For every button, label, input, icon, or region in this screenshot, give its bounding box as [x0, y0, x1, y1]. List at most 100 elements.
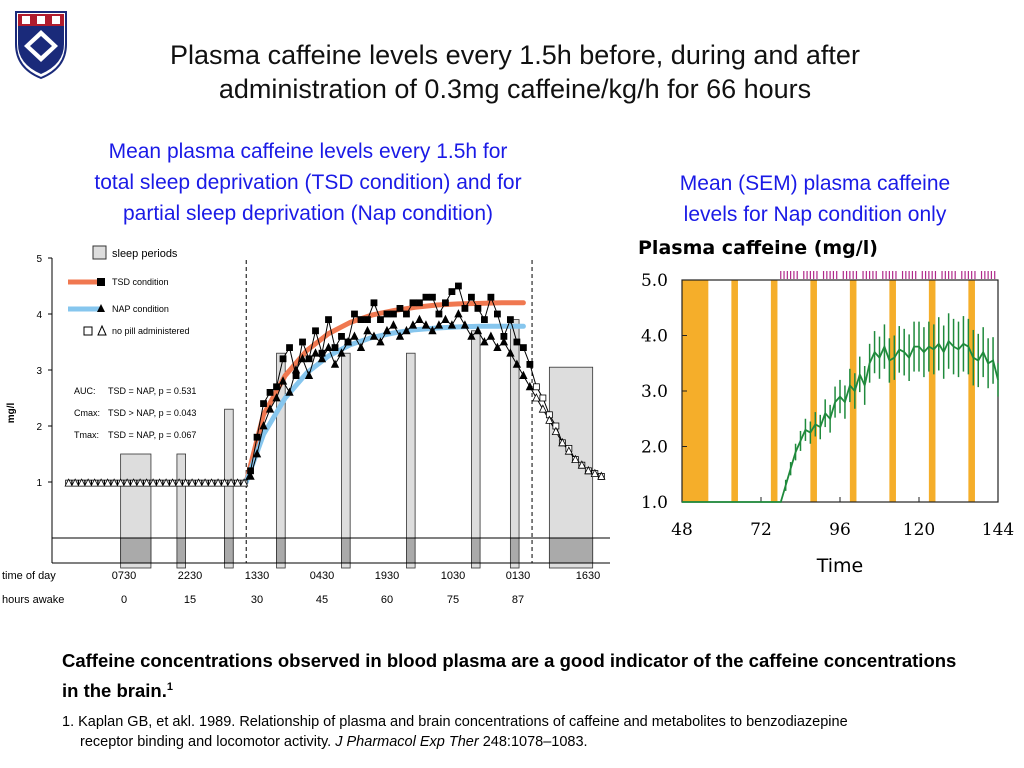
- y-tick-label: 3.0: [641, 382, 668, 402]
- nap-point: [428, 325, 437, 335]
- tsd-point: [435, 310, 443, 318]
- reference-tail: 248:1078–1083.: [482, 734, 588, 750]
- footnote-sup: 1: [166, 681, 173, 693]
- nap-point: [148, 478, 158, 487]
- tsd-point: [448, 288, 456, 295]
- reference-line-2-text: receptor binding and locomotor activity.: [80, 734, 332, 750]
- nap-point: [467, 331, 476, 340]
- sleep-period-lower-box: [341, 537, 351, 564]
- nap-point: [278, 376, 288, 385]
- legend-sleep-swatch: [92, 245, 107, 260]
- y-tick-label: 3: [36, 366, 42, 377]
- nap-point: [395, 331, 405, 340]
- hours-awake-value: 87: [512, 594, 524, 606]
- nap-point: [265, 404, 275, 413]
- hours-awake-value: 60: [381, 594, 393, 606]
- y-axis-label: mg/l: [6, 403, 17, 424]
- nap-point: [109, 478, 119, 487]
- sleep-period-lower-box: [276, 537, 286, 564]
- nap-point: [532, 393, 541, 402]
- right-chart-subtitle: Mean (SEM) plasma caffeine levels for Na…: [630, 168, 1000, 230]
- sleep-bar: [968, 280, 975, 502]
- left-subtitle-line-1: Mean plasma caffeine levels every 1.5h f…: [108, 140, 508, 163]
- tsd-point: [526, 361, 534, 368]
- nap-point: [590, 468, 599, 477]
- tsd-point: [390, 310, 397, 318]
- time-of-day-value: 1030: [441, 570, 465, 582]
- tsd-point: [377, 316, 384, 323]
- nap-point: [577, 460, 586, 469]
- nap-point: [480, 337, 489, 346]
- reference-line-1: 1. Kaplan GB, et akl. 1989. Relationship…: [62, 714, 848, 730]
- legend-nopill-triangle: [97, 324, 107, 336]
- tsd-point: [429, 293, 436, 301]
- nap-point: [96, 478, 106, 487]
- nap-point: [545, 415, 554, 424]
- y-tick-label: 2.0: [641, 438, 668, 458]
- hours-awake-value: 75: [447, 594, 459, 606]
- nap-point: [246, 471, 255, 480]
- nap-point: [220, 478, 229, 487]
- tsd-fit-curve: [243, 300, 526, 485]
- x-tick-label: 96: [829, 520, 851, 540]
- university-logo: [15, 11, 67, 80]
- y-tick-label: 2: [36, 422, 42, 433]
- stat-text: TSD > NAP, p = 0.043: [108, 408, 196, 418]
- nap-point: [350, 331, 359, 340]
- tsd-point: [461, 305, 469, 312]
- tsd-point: [253, 433, 261, 441]
- nap-point: [584, 465, 593, 475]
- right-subtitle-line-2: levels for Nap condition only: [683, 203, 947, 226]
- tsd-point: [403, 310, 410, 318]
- stat-text: TSD = NAP, p = 0.531: [108, 386, 196, 396]
- tsd-point: [494, 310, 501, 318]
- tsd-point: [351, 310, 358, 318]
- tsd-point: [506, 316, 514, 323]
- time-of-day-value: 0730: [112, 570, 136, 582]
- footnote-statement: Caffeine concentrations observed in bloo…: [62, 648, 962, 704]
- nap-point: [187, 478, 197, 487]
- y-tick-label: 1: [36, 478, 42, 489]
- nap-point: [571, 454, 580, 463]
- tsd-point: [532, 383, 540, 391]
- hours-awake-value: 15: [184, 594, 196, 606]
- tsd-point: [266, 388, 274, 396]
- nap-point: [525, 381, 535, 391]
- nap-point: [324, 342, 333, 351]
- nap-point: [337, 348, 346, 357]
- tsd-point: [286, 344, 293, 351]
- nap-point: [181, 478, 190, 487]
- tsd-point: [396, 305, 404, 312]
- x-tick-label: 72: [750, 520, 772, 540]
- legend-nap-marker: [97, 304, 105, 312]
- tsd-point: [370, 299, 378, 307]
- tsd-point: [305, 355, 313, 363]
- nap-point: [194, 478, 203, 487]
- nap-mean-line: [682, 339, 999, 503]
- time-of-day-value: 0430: [310, 570, 334, 582]
- y-tick-label: 5.0: [641, 271, 668, 291]
- sleep-period-box: [176, 453, 186, 569]
- nap-point: [363, 325, 372, 335]
- nap-point: [213, 478, 223, 487]
- reference-line-2: receptor binding and locomotor activity.…: [62, 732, 1002, 752]
- nap-point: [369, 331, 379, 340]
- sleep-period-lower-box: [176, 537, 186, 564]
- nap-point: [356, 342, 366, 351]
- hours-awake-label: hours awake: [2, 594, 64, 606]
- stat-label: Tmax:: [74, 430, 99, 440]
- tsd-point: [325, 316, 332, 323]
- nap-point: [207, 478, 216, 487]
- nap-point: [558, 437, 567, 447]
- nap-point: [259, 421, 268, 430]
- tsd-point: [383, 310, 391, 318]
- reference-journal: J Pharmacol Exp Ther: [335, 734, 479, 750]
- tsd-point: [442, 299, 449, 307]
- legend-tsd-label: TSD condition: [112, 277, 169, 287]
- nap-point: [473, 325, 483, 335]
- hours-awake-value: 0: [121, 594, 127, 606]
- nap-point: [519, 370, 528, 379]
- y-tick-label: 5: [36, 254, 42, 265]
- right-caffeine-chart: Plasma caffeine (mg/l) 1.0 2.0 3.0 4.0 5.0 48 7…: [638, 237, 1014, 577]
